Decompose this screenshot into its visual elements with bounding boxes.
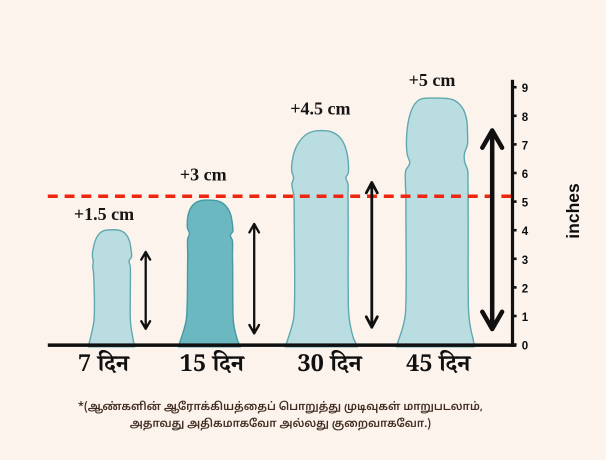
svg-text:8: 8: [522, 112, 529, 124]
svg-text:9: 9: [522, 83, 528, 95]
svg-text:7: 7: [522, 140, 528, 152]
svg-text:+4.5 cm: +4.5 cm: [290, 99, 350, 119]
svg-text:3: 3: [522, 255, 528, 267]
svg-text:0: 0: [522, 341, 528, 353]
svg-text:1: 1: [522, 312, 529, 324]
svg-text:inches: inches: [563, 183, 583, 239]
svg-text:6: 6: [522, 169, 528, 181]
svg-text:+1.5 cm: +1.5 cm: [74, 204, 134, 224]
svg-text:+3 cm: +3 cm: [180, 165, 227, 185]
svg-text:2: 2: [522, 283, 528, 295]
svg-text:5: 5: [522, 198, 529, 210]
svg-text:4: 4: [522, 226, 529, 238]
svg-text:+5 cm: +5 cm: [409, 70, 456, 90]
